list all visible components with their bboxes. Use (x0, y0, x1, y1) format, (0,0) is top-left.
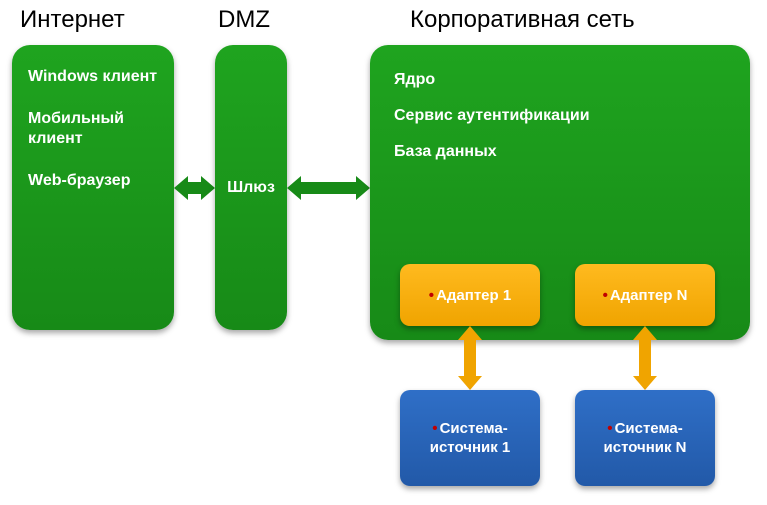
diagram-canvas: Интернет DMZ Корпоративная сеть Windows … (0, 0, 767, 505)
adapter-label: Адаптер N (610, 287, 688, 304)
corp-item: Сервис аутентификации (394, 107, 726, 125)
bullet-icon: • (432, 420, 439, 437)
zone-label-corp: Корпоративная сеть (410, 6, 635, 34)
zone-label-dmz: DMZ (218, 6, 270, 34)
source-1: •Система-источник 1 (400, 390, 540, 486)
corp-item: Ядро (394, 71, 726, 89)
source-label-line1: Система- (440, 420, 508, 437)
internet-item: Windows клиент (28, 67, 158, 87)
arrow-adapterN-sourceN (633, 326, 657, 390)
internet-item: Мобильный клиент (28, 109, 158, 149)
bullet-icon: • (429, 287, 436, 304)
bullet-icon: • (603, 287, 610, 304)
adapter-n: •Адаптер N (575, 264, 715, 326)
source-label-line2: источник N (604, 439, 687, 456)
arrow-dmz-corp (287, 176, 370, 200)
source-label-line2: источник 1 (430, 439, 511, 456)
arrow-internet-dmz (174, 176, 215, 200)
internet-item: Web-браузер (28, 171, 158, 191)
adapter-1: •Адаптер 1 (400, 264, 540, 326)
dmz-gateway-label: Шлюз (227, 179, 275, 197)
dmz-box: Шлюз (215, 45, 287, 330)
arrow-adapter1-source1 (458, 326, 482, 390)
source-label-line1: Система- (615, 420, 683, 437)
source-n: •Система-источник N (575, 390, 715, 486)
bullet-icon: • (607, 420, 614, 437)
adapter-label: Адаптер 1 (436, 287, 511, 304)
corp-item: База данных (394, 143, 726, 161)
zone-label-internet: Интернет (20, 6, 125, 34)
internet-box: Windows клиент Мобильный клиент Web-брау… (12, 45, 174, 330)
